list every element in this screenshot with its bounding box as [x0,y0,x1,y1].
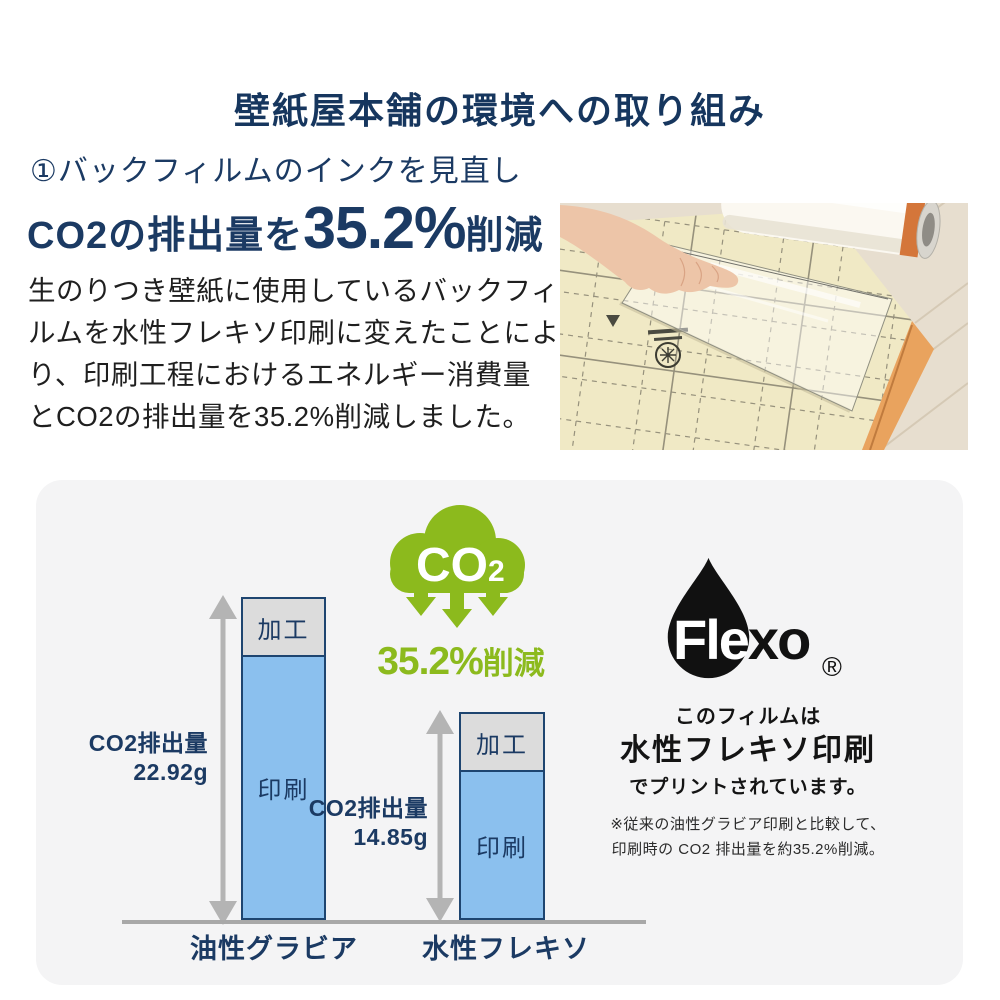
film-desc-line2: 水性フレキソ印刷 [620,734,876,767]
flexo-wordmark-on-drop: Fle [673,608,750,671]
amount-label-gravure: CO2排出量 22.92g [64,729,208,787]
flexo-wordmark-rest: xo [747,608,811,671]
down-arrow-icon [406,589,436,616]
step-heading: ①バックフィルムのインクを見直し [30,155,522,188]
total-arrow-gravure [206,595,240,925]
category-label-gravure: 油性グラビア [190,934,358,964]
back-film-peel-photo [560,175,969,451]
baseline-axis [122,920,646,924]
reduction-value: 35.2% [377,640,484,683]
highlight-value: 35.2% [303,195,466,261]
film-desc-line1: このフィルムは [674,706,822,728]
hand [560,205,739,294]
amount-title: CO2排出量 [308,795,428,821]
amount-label-flexo: CO2排出量 14.85g [284,794,428,852]
bar-segment-printing: 印刷 [241,655,326,920]
infographic-panel: CO2 35.2%削減 加工 印刷 加工 印刷 CO2排出量 22.92g CO… [36,480,963,985]
highlight-prefix: CO2の排出量を [27,215,304,257]
registered-trademark-icon: ® [822,652,842,682]
total-arrow-flexo [423,710,457,922]
intro-body-text: 生のりつき壁紙に使用しているバックフィ ルムを水性フレキソ印刷に変えたことによ … [28,275,560,432]
flexo-droplet-icon [660,554,757,680]
reduction-suffix: 削減 [482,646,545,681]
down-arrow-icon [478,589,508,616]
co2-highlight: CO2の排出量を 35.2% 削減 [27,194,543,262]
bar-flexo: 加工 印刷 [459,712,545,920]
sheet-logo-mark [655,342,681,368]
cloud-co2-label: CO2 [416,539,505,592]
page-title: 壁紙屋本舗の環境への取り組み [233,90,766,132]
bar-segment-printing: 印刷 [459,770,545,920]
highlight-suffix: 削減 [465,215,544,257]
bar-segment-processing: 加工 [241,597,326,657]
film-desc-line3: でプリントされています。 [629,777,867,798]
flexo-wordmark: Flexo [673,612,811,668]
co2-cloud-icon: CO2 [372,497,542,639]
reduction-badge: 35.2%削減 [361,638,561,684]
bar-segment-processing: 加工 [459,712,545,772]
bar-gravure: 加工 印刷 [241,597,326,920]
film-desc-notes: ※従来の油性グラビア印刷と比較して、 印刷時の CO2 排出量を約35.2%削減… [610,816,886,858]
amount-value: 22.92g [133,759,208,785]
amount-title: CO2排出量 [88,730,208,756]
category-label-flexo: 水性フレキソ [422,934,590,964]
down-arrow-icon [442,589,472,628]
photo-illustration [560,175,969,451]
amount-value: 14.85g [353,824,428,850]
